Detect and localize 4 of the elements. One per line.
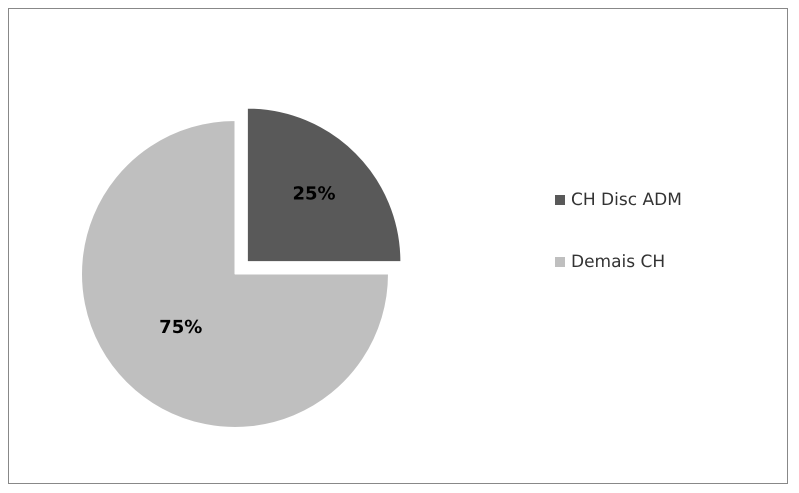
legend-label: CH Disc ADM <box>571 190 682 210</box>
legend-label: Demais CH <box>571 252 666 272</box>
data-label: 75% <box>159 316 202 338</box>
data-label: 25% <box>292 184 336 205</box>
